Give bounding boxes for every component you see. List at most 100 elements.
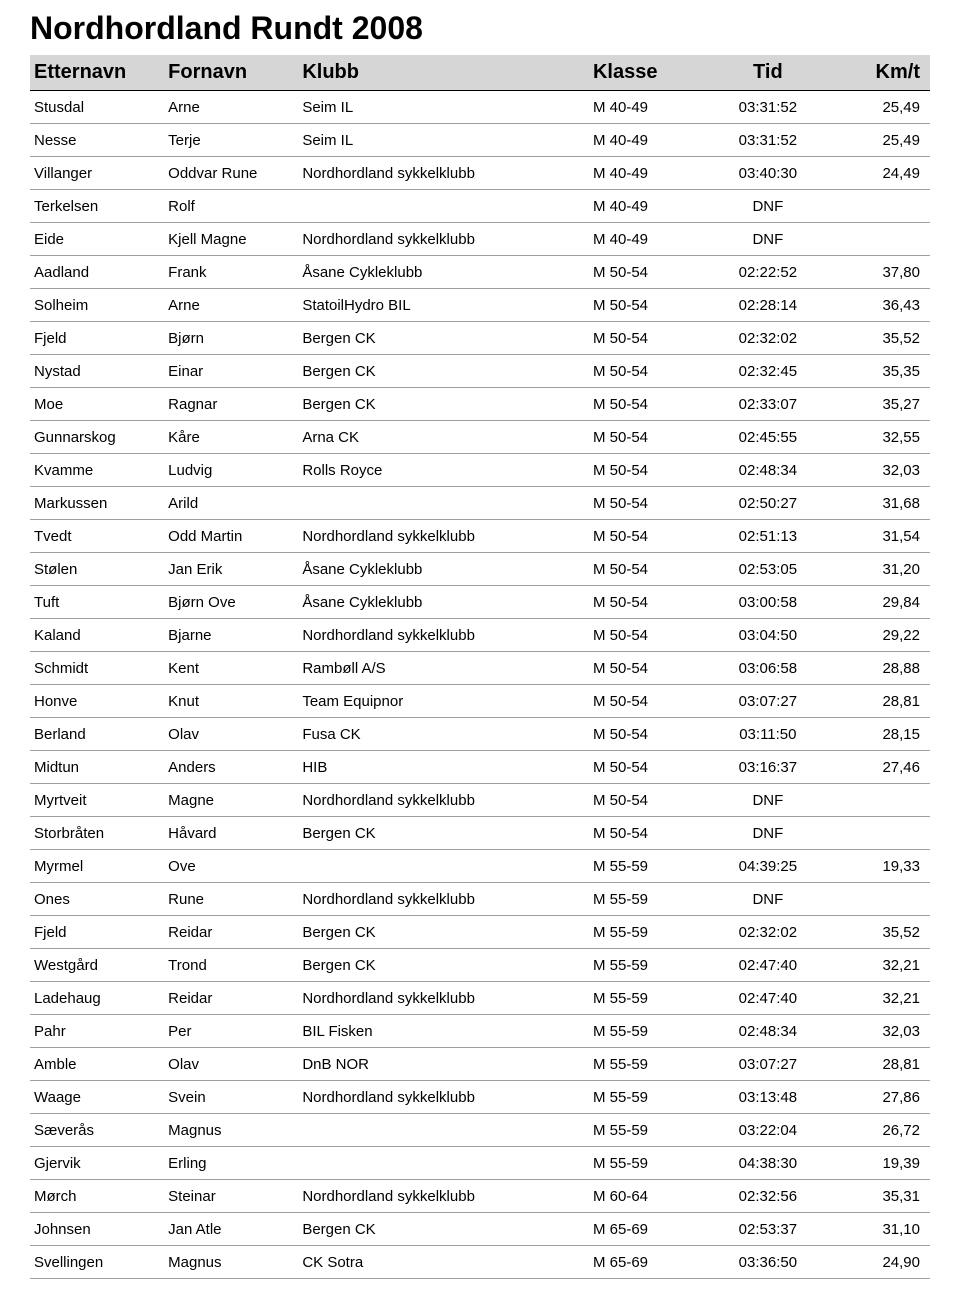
table-cell: 28,81 [829,1048,930,1081]
table-cell: Stølen [30,553,164,586]
table-cell: 31,54 [829,520,930,553]
table-row: FjeldBjørnBergen CKM 50-5402:32:0235,52 [30,322,930,355]
table-cell: CK Sotra [298,1246,589,1279]
table-row: EideKjell MagneNordhordland sykkelklubbM… [30,223,930,256]
table-cell: Bergen CK [298,916,589,949]
table-cell: Nordhordland sykkelklubb [298,520,589,553]
table-cell: Ludvig [164,454,298,487]
page-title: Nordhordland Rundt 2008 [30,10,930,47]
table-cell: M 50-54 [589,718,706,751]
table-cell: Olav [164,718,298,751]
table-cell: Kent [164,652,298,685]
table-row: WestgårdTrondBergen CKM 55-5902:47:4032,… [30,949,930,982]
table-cell [829,883,930,916]
table-cell: Svellingen [30,1246,164,1279]
table-cell: 03:22:04 [706,1114,829,1147]
table-row: BerlandOlavFusa CKM 50-5403:11:5028,15 [30,718,930,751]
table-cell: Terje [164,124,298,157]
table-cell: 32,03 [829,454,930,487]
table-cell: 32,55 [829,421,930,454]
table-cell: Moe [30,388,164,421]
table-cell: M 50-54 [589,487,706,520]
table-cell: BIL Fisken [298,1015,589,1048]
table-cell: Nystad [30,355,164,388]
table-row: StorbråtenHåvardBergen CKM 50-54DNF [30,817,930,850]
table-cell: Ragnar [164,388,298,421]
col-kmt: Km/t [829,55,930,91]
col-fornavn: Fornavn [164,55,298,91]
table-cell: 25,49 [829,124,930,157]
table-cell: Team Equipnor [298,685,589,718]
table-cell: Schmidt [30,652,164,685]
table-cell: Reidar [164,982,298,1015]
table-cell: DNF [706,817,829,850]
table-cell: 02:32:56 [706,1180,829,1213]
table-cell: M 55-59 [589,1114,706,1147]
table-row: HonveKnutTeam EquipnorM 50-5403:07:2728,… [30,685,930,718]
table-cell: 04:39:25 [706,850,829,883]
table-cell: Olav [164,1048,298,1081]
table-row: PahrPerBIL FiskenM 55-5902:48:3432,03 [30,1015,930,1048]
table-row: MoeRagnarBergen CKM 50-5402:33:0735,27 [30,388,930,421]
table-cell: Rolf [164,190,298,223]
table-cell: 02:51:13 [706,520,829,553]
col-klasse: Klasse [589,55,706,91]
table-cell: 02:53:37 [706,1213,829,1246]
table-cell: Sæverås [30,1114,164,1147]
table-cell: M 65-69 [589,1246,706,1279]
table-cell: M 50-54 [589,784,706,817]
table-cell: 32,21 [829,949,930,982]
table-cell [298,1114,589,1147]
table-cell: Terkelsen [30,190,164,223]
table-cell: M 50-54 [589,289,706,322]
table-cell: Nordhordland sykkelklubb [298,223,589,256]
table-cell: Nordhordland sykkelklubb [298,784,589,817]
table-cell: 03:16:37 [706,751,829,784]
table-cell: Ove [164,850,298,883]
table-cell: Storbråten [30,817,164,850]
table-cell: Fjeld [30,322,164,355]
table-cell: Solheim [30,289,164,322]
table-row: AadlandFrankÅsane CykleklubbM 50-5402:22… [30,256,930,289]
table-cell: M 55-59 [589,916,706,949]
col-tid: Tid [706,55,829,91]
table-cell: Trond [164,949,298,982]
table-cell: M 50-54 [589,355,706,388]
table-cell: M 60-64 [589,1180,706,1213]
table-cell: Nordhordland sykkelklubb [298,157,589,190]
table-cell: 35,27 [829,388,930,421]
table-cell: 35,52 [829,916,930,949]
table-row: WaageSveinNordhordland sykkelklubbM 55-5… [30,1081,930,1114]
table-row: OnesRuneNordhordland sykkelklubbM 55-59D… [30,883,930,916]
table-cell: 28,88 [829,652,930,685]
table-cell: Ones [30,883,164,916]
table-cell: Fjeld [30,916,164,949]
table-cell [298,1147,589,1180]
col-etternavn: Etternavn [30,55,164,91]
table-cell: M 55-59 [589,982,706,1015]
table-cell: Arne [164,91,298,124]
table-cell: M 55-59 [589,949,706,982]
table-cell: Magnus [164,1246,298,1279]
table-cell: Berland [30,718,164,751]
table-cell: Magnus [164,1114,298,1147]
table-cell: 03:00:58 [706,586,829,619]
table-cell: M 50-54 [589,619,706,652]
table-cell: 02:32:02 [706,322,829,355]
table-cell: 25,49 [829,91,930,124]
table-cell: Kjell Magne [164,223,298,256]
table-cell: 31,20 [829,553,930,586]
table-cell: 02:47:40 [706,982,829,1015]
table-cell: Bergen CK [298,322,589,355]
table-cell: 02:48:34 [706,454,829,487]
table-cell: M 40-49 [589,124,706,157]
table-row: TuftBjørn OveÅsane CykleklubbM 50-5403:0… [30,586,930,619]
table-cell: Håvard [164,817,298,850]
table-body: StusdalArneSeim ILM 40-4903:31:5225,49Ne… [30,91,930,1279]
table-cell: M 55-59 [589,1147,706,1180]
table-cell: 02:33:07 [706,388,829,421]
table-row: LadehaugReidarNordhordland sykkelklubbM … [30,982,930,1015]
table-cell: M 50-54 [589,454,706,487]
table-cell: DNF [706,190,829,223]
table-cell: Stusdal [30,91,164,124]
